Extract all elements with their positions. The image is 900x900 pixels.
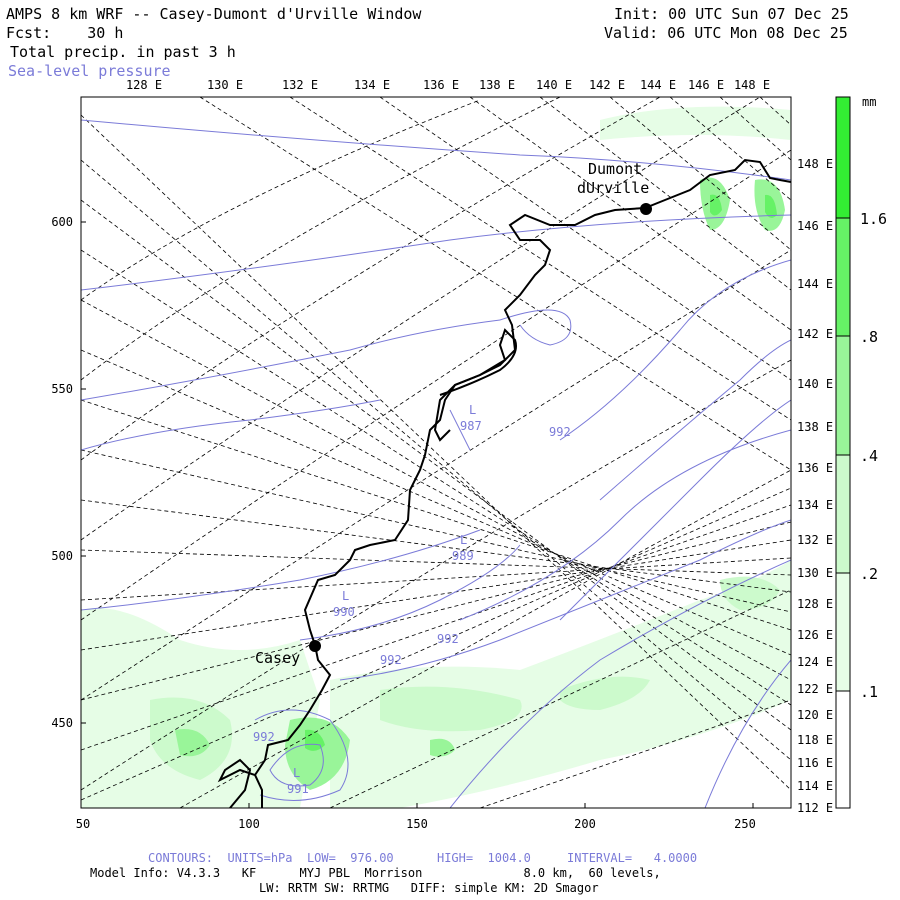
colorbar-segment-0-2 <box>836 455 850 573</box>
station-dumont-durville-marker <box>640 203 652 215</box>
colorbar-segment-0-4 <box>836 336 850 455</box>
right-longitude-labels: 148 E 146 E 144 E 142 E 140 E 138 E 136 … <box>797 157 833 815</box>
svg-text:144 E: 144 E <box>640 78 676 92</box>
bottom-axis-labels: 50 100 150 200 250 <box>76 817 756 831</box>
pressure-label: 990 <box>333 605 355 619</box>
svg-text:112 E: 112 E <box>797 801 833 815</box>
svg-text:600: 600 <box>51 215 73 229</box>
colorbar-label: 1.6 <box>860 210 887 228</box>
pressure-label: 992 <box>437 632 459 646</box>
pressure-label: 991 <box>287 782 309 796</box>
svg-text:126 E: 126 E <box>797 628 833 642</box>
pressure-low-marker: L <box>469 403 476 417</box>
svg-text:120 E: 120 E <box>797 708 833 722</box>
station-casey-marker <box>309 640 321 652</box>
overlay-name: Sea-level pressure <box>8 62 171 80</box>
valid-time: Valid: 06 UTC Mon 08 Dec 25 <box>604 24 848 42</box>
physics-info: LW: RRTM SW: RRTMG DIFF: simple KM: 2D S… <box>259 881 599 895</box>
colorbar-label: .8 <box>860 328 878 346</box>
precip-shading <box>81 106 791 808</box>
svg-text:144 E: 144 E <box>797 277 833 291</box>
pressure-label: 992 <box>380 653 402 667</box>
station-dumont-label-line1: Dumont <box>588 160 642 178</box>
svg-text:114 E: 114 E <box>797 779 833 793</box>
svg-text:136 E: 136 E <box>423 78 459 92</box>
map-frame <box>80 96 792 809</box>
svg-text:146 E: 146 E <box>688 78 724 92</box>
forecast-hour: Fcst: 30 h <box>6 24 124 42</box>
pressure-contours <box>81 119 791 808</box>
svg-text:132 E: 132 E <box>282 78 318 92</box>
svg-text:122 E: 122 E <box>797 682 833 696</box>
svg-text:148 E: 148 E <box>797 157 833 171</box>
map-title: AMPS 8 km WRF -- Casey-Dumont d'Urville … <box>6 5 422 23</box>
svg-text:130 E: 130 E <box>797 566 833 580</box>
svg-text:128 E: 128 E <box>126 78 162 92</box>
svg-text:134 E: 134 E <box>797 498 833 512</box>
colorbar-label: .4 <box>860 447 878 465</box>
colorbar-segment-1-6 <box>836 97 850 218</box>
svg-text:142 E: 142 E <box>797 327 833 341</box>
svg-text:116 E: 116 E <box>797 756 833 770</box>
pressure-low-marker: L <box>342 589 349 603</box>
latitude-lines <box>81 97 791 808</box>
svg-text:132 E: 132 E <box>797 533 833 547</box>
svg-text:138 E: 138 E <box>479 78 515 92</box>
colorbar: mm 1.6 .8 .4 .2 .1 <box>835 95 887 809</box>
init-time: Init: 00 UTC Sun 07 Dec 25 <box>614 5 849 23</box>
left-axis-labels: 600 550 500 450 <box>51 215 73 730</box>
pressure-label: 989 <box>452 549 474 563</box>
pressure-label: 992 <box>549 425 571 439</box>
svg-text:130 E: 130 E <box>207 78 243 92</box>
top-longitude-labels: 128 E 130 E 132 E 134 E 136 E 138 E 140 … <box>126 78 770 92</box>
svg-text:100: 100 <box>238 817 260 831</box>
svg-text:250: 250 <box>734 817 756 831</box>
colorbar-segment-0-1 <box>836 573 850 691</box>
svg-text:550: 550 <box>51 382 73 396</box>
pressure-label: 987 <box>460 419 482 433</box>
svg-text:450: 450 <box>51 716 73 730</box>
model-info: Model Info: V4.3.3 KF MYJ PBL Morrison 8… <box>90 866 661 880</box>
svg-text:50: 50 <box>76 817 90 831</box>
contour-info: CONTOURS: UNITS=hPa LOW= 976.00 HIGH= 10… <box>148 851 698 865</box>
svg-text:142 E: 142 E <box>589 78 625 92</box>
station-dumont-label-line2: dUrville <box>577 179 649 197</box>
svg-text:136 E: 136 E <box>797 461 833 475</box>
svg-text:118 E: 118 E <box>797 733 833 747</box>
colorbar-unit: mm <box>862 95 876 109</box>
svg-text:124 E: 124 E <box>797 655 833 669</box>
colorbar-label: .1 <box>860 683 878 701</box>
svg-text:138 E: 138 E <box>797 420 833 434</box>
svg-text:128 E: 128 E <box>797 597 833 611</box>
field-name: Total precip. in past 3 h <box>10 43 236 61</box>
longitude-lines <box>81 97 791 801</box>
svg-text:500: 500 <box>51 549 73 563</box>
colorbar-segment-0-8 <box>836 218 850 336</box>
station-casey-label: Casey <box>255 649 300 667</box>
pressure-label: 992 <box>253 730 275 744</box>
svg-text:148 E: 148 E <box>734 78 770 92</box>
svg-text:140 E: 140 E <box>536 78 572 92</box>
svg-text:134 E: 134 E <box>354 78 390 92</box>
svg-text:200: 200 <box>574 817 596 831</box>
colorbar-label: .2 <box>860 565 878 583</box>
svg-text:146 E: 146 E <box>797 219 833 233</box>
svg-text:150: 150 <box>406 817 428 831</box>
pressure-low-marker: L <box>460 533 467 547</box>
pressure-low-marker: L <box>293 766 300 780</box>
svg-text:140 E: 140 E <box>797 377 833 391</box>
